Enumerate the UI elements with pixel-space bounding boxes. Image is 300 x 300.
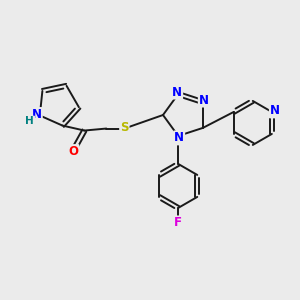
Text: N: N (174, 131, 184, 144)
Text: N: N (172, 85, 182, 99)
Text: S: S (120, 121, 129, 134)
Text: H: H (26, 116, 34, 127)
Text: N: N (270, 104, 280, 117)
Text: F: F (174, 216, 182, 230)
Text: O: O (68, 145, 78, 158)
Text: N: N (199, 94, 209, 106)
Text: N: N (32, 108, 42, 121)
